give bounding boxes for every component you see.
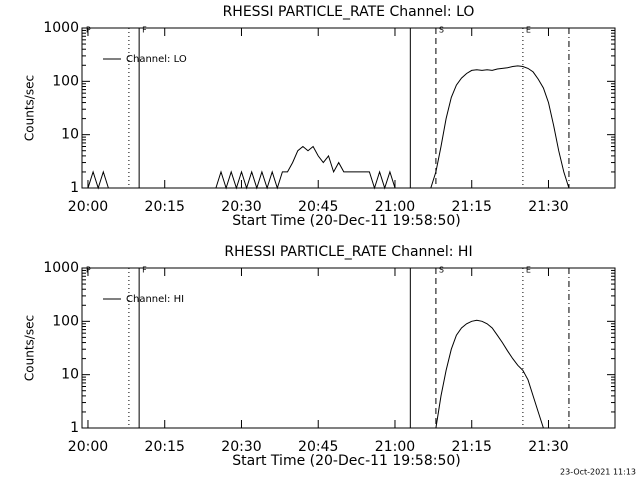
y-axis-label: Counts/sec: [23, 315, 37, 381]
chart-title: RHESSI PARTICLE_RATE Channel: LO: [223, 4, 475, 20]
event-label: F: [142, 26, 147, 35]
x-axis-label: Start Time (20-Dec-11 19:58:50): [232, 213, 460, 229]
footer: 23-Oct-2021 11:13: [560, 468, 636, 477]
y-axis-label: Counts/sec: [23, 75, 37, 141]
x-tick-label: 21:30: [528, 439, 568, 455]
plot-frame: [81, 267, 616, 429]
x-tick-label: 20:15: [145, 199, 185, 215]
event-label: S: [439, 266, 444, 275]
x-tick-label: 20:45: [298, 439, 338, 455]
x-tick-label: 20:30: [221, 439, 261, 455]
event-label: F: [142, 266, 147, 275]
x-axis-label: Start Time (20-Dec-11 19:58:50): [232, 453, 460, 469]
y-tick-label: 100: [52, 73, 79, 89]
x-tick-label: 21:15: [452, 199, 492, 215]
event-label: E: [526, 266, 531, 275]
y-tick-label: 1: [70, 180, 79, 196]
legend-label: Channel: HI: [126, 294, 184, 305]
data-line: [87, 65, 570, 190]
y-tick-label: 1: [70, 420, 79, 436]
x-tick-label: 20:15: [145, 439, 185, 455]
y-tick-label: 10: [61, 127, 79, 143]
x-tick-label: 21:00: [375, 439, 415, 455]
y-tick-label: 100: [52, 313, 79, 329]
x-tick-label: 20:45: [298, 199, 338, 215]
data-line: [435, 319, 544, 429]
x-tick-label: 21:15: [452, 439, 492, 455]
y-tick-label: 10: [61, 367, 79, 383]
y-tick-label: 1000: [43, 260, 79, 276]
x-tick-label: 20:30: [221, 199, 261, 215]
y-tick-label: 1000: [43, 20, 79, 36]
event-label: S: [439, 26, 444, 35]
plot-frame: [81, 27, 616, 189]
event-label: P: [86, 266, 91, 275]
legend-label: Channel: LO: [126, 54, 187, 65]
chart-title: RHESSI PARTICLE_RATE Channel: HI: [224, 244, 472, 260]
event-label: E: [526, 26, 531, 35]
x-tick-label: 20:00: [68, 199, 108, 215]
event-label: P: [86, 26, 91, 35]
x-tick-label: 21:00: [375, 199, 415, 215]
x-tick-label: 21:30: [528, 199, 568, 215]
x-tick-label: 20:00: [68, 439, 108, 455]
